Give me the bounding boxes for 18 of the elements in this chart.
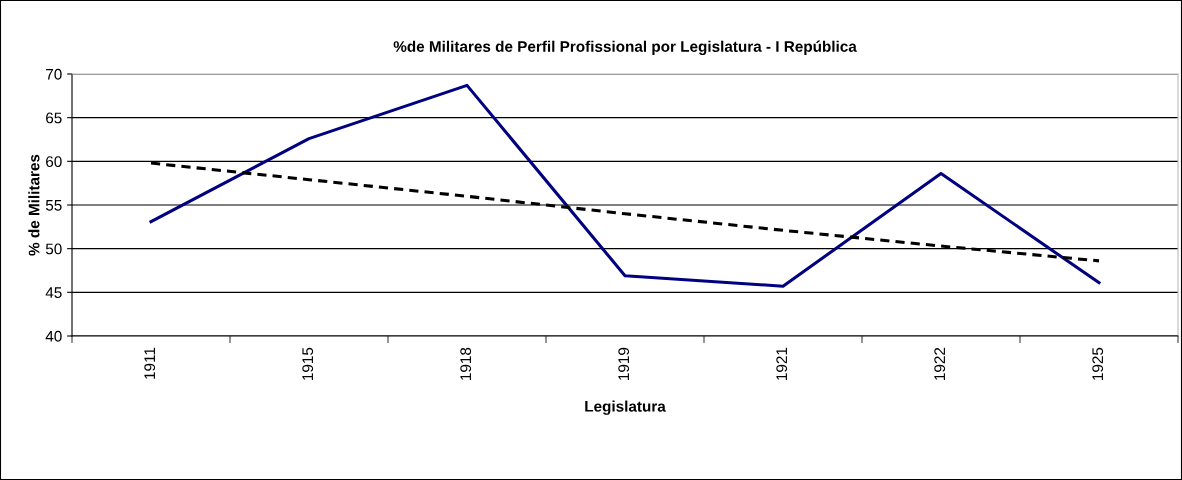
x-tick-label: 1911 bbox=[144, 347, 156, 379]
x-tick-label: 1915 bbox=[302, 347, 314, 380]
x-tick-label: 1919 bbox=[618, 347, 630, 380]
y-tick-label: 45 bbox=[45, 287, 62, 299]
y-axis-title: % de Militares bbox=[28, 154, 40, 256]
y-tick-label: 50 bbox=[45, 243, 62, 255]
chart-title: %de Militares de Perfil Profissional por Legislatura - I República bbox=[393, 40, 857, 56]
line-series bbox=[149, 83, 1101, 288]
x-tick-label: 1922 bbox=[934, 347, 946, 380]
x-tick-label: 1921 bbox=[776, 347, 788, 380]
x-tick-label: 1925 bbox=[1092, 347, 1104, 380]
y-tick-label: 60 bbox=[46, 156, 62, 168]
x-tick-label: 1918 bbox=[460, 347, 472, 380]
x-axis-title: Legislatura bbox=[585, 400, 666, 415]
y-tick-label: 40 bbox=[45, 330, 62, 342]
y-tick-label: 65 bbox=[46, 112, 62, 124]
y-tick-label: 55 bbox=[45, 200, 62, 211]
y-tick-label: 70 bbox=[46, 68, 62, 80]
